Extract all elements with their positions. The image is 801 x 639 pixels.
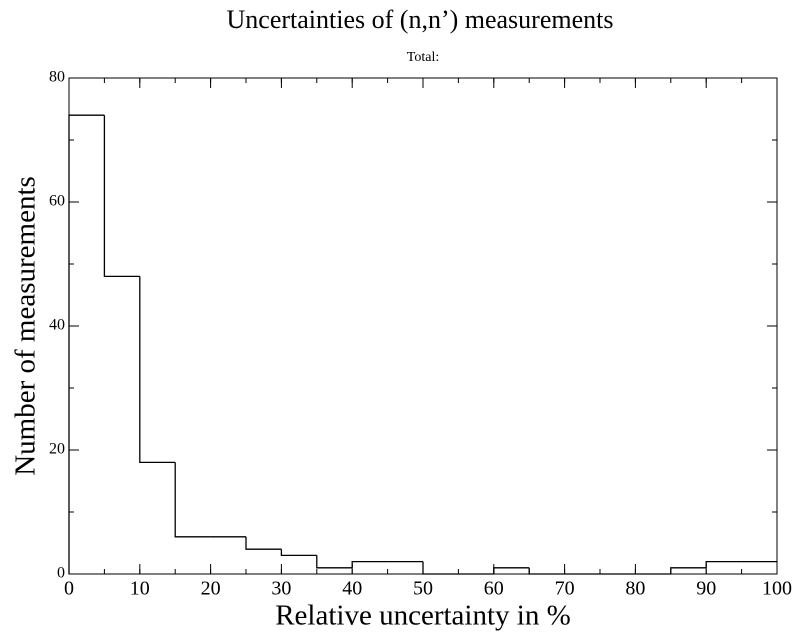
y-tick-label: 0 (57, 565, 65, 582)
histogram-bar (351, 560, 388, 568)
histogram-bar (245, 536, 282, 550)
histogram-bar (139, 276, 176, 464)
x-tick-label: 30 (271, 578, 291, 600)
histogram-bar (174, 462, 211, 538)
x-tick-label: 70 (555, 578, 575, 600)
x-tick-label: 60 (484, 578, 504, 600)
histogram-bar (528, 567, 565, 575)
chart-title: Uncertainties of (n,n’) measurements (227, 5, 614, 34)
x-tick-label: 40 (342, 578, 362, 600)
histogram-bar (103, 115, 140, 278)
histogram-bar (493, 567, 530, 574)
x-axis-label: Relative uncertainty in % (275, 600, 571, 632)
y-axis-label: Number of measurements (10, 176, 42, 476)
x-tick-label: 0 (64, 578, 74, 600)
x-tick-label: 90 (696, 578, 716, 600)
x-tick-label: 50 (413, 578, 433, 600)
histogram-bar (422, 561, 459, 575)
histogram-bar (316, 555, 353, 569)
x-tick-label: 80 (625, 578, 645, 600)
chart-subtitle: Total: (407, 50, 439, 65)
histogram-bar (670, 567, 707, 574)
histogram-bar (280, 549, 317, 557)
x-tick-label: 10 (130, 578, 150, 600)
histogram-bar (68, 114, 105, 574)
y-tick-label: 80 (49, 69, 65, 86)
x-tick-label: 100 (762, 578, 792, 600)
y-tick-label: 40 (49, 317, 65, 334)
x-tick-label: 20 (201, 578, 221, 600)
y-tick-label: 60 (49, 193, 65, 210)
histogram-bar (705, 560, 742, 568)
y-tick-label: 20 (49, 441, 65, 458)
